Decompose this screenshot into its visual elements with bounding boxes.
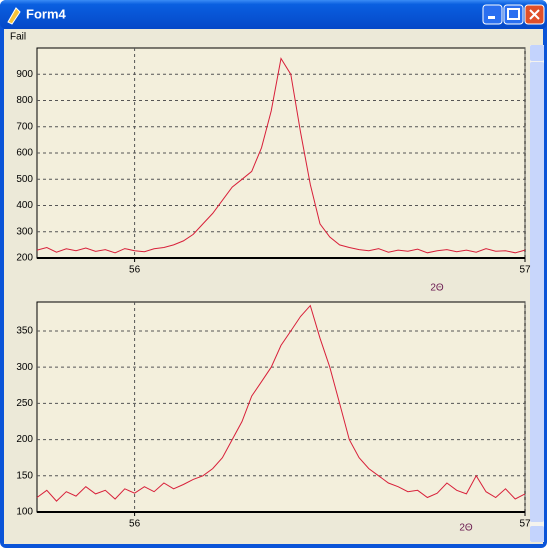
y-tick-label: 400 bbox=[16, 200, 33, 211]
maximize-icon bbox=[507, 8, 520, 20]
y-tick-label: 100 bbox=[16, 507, 33, 518]
y-tick-label: 600 bbox=[16, 148, 33, 159]
y-tick-label: 300 bbox=[16, 226, 33, 237]
title-bar bbox=[0, 0, 547, 29]
app-icon bbox=[7, 7, 21, 25]
data-line bbox=[36, 57, 526, 254]
y-tick-label: 500 bbox=[16, 174, 33, 185]
x-tick-label: 57 bbox=[519, 519, 531, 530]
scroll-down[interactable] bbox=[530, 526, 544, 542]
y-tick-label: 900 bbox=[16, 69, 33, 80]
close-icon bbox=[529, 9, 540, 20]
menu-item[interactable]: Fail bbox=[10, 32, 26, 43]
x-tick-label: 56 bbox=[129, 519, 141, 530]
x-tick-label: 56 bbox=[129, 265, 141, 276]
minimize-button[interactable] bbox=[482, 4, 503, 25]
x-tick-label: 57 bbox=[519, 265, 531, 276]
data-line bbox=[36, 304, 526, 502]
window-title: Form4 bbox=[26, 6, 67, 21]
y-tick-label: 800 bbox=[16, 95, 33, 106]
y-tick-label: 350 bbox=[16, 326, 33, 337]
maximize-button[interactable] bbox=[503, 4, 524, 25]
plot-area bbox=[36, 47, 526, 259]
x-axis-label: 2Θ bbox=[430, 283, 444, 294]
y-tick-label: 250 bbox=[16, 398, 33, 409]
x-axis-label: 2Θ bbox=[459, 523, 473, 534]
plot-area bbox=[36, 301, 526, 513]
plots: 200 300 400 500 600 700 800 900 56 57 2Θ 100 150 200 2… bbox=[16, 47, 531, 534]
y-tick-label: 300 bbox=[16, 362, 33, 373]
y-tick-label: 700 bbox=[16, 121, 33, 132]
y-tick-label: 200 bbox=[16, 434, 33, 445]
y-tick-label: 200 bbox=[16, 253, 33, 264]
minimize-icon bbox=[488, 16, 495, 19]
scroll-thumb[interactable] bbox=[530, 62, 544, 522]
scroll-up[interactable] bbox=[530, 45, 544, 61]
y-tick-label: 150 bbox=[16, 470, 33, 481]
